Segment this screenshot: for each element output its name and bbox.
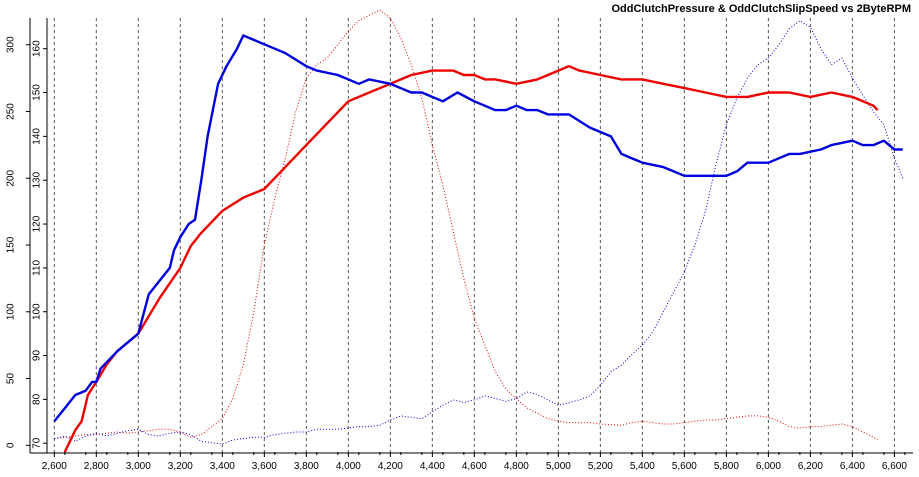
- x-tick-label: 4,800: [504, 461, 529, 472]
- chart-title: OddClutchPressure & OddClutchSlipSpeed v…: [611, 3, 911, 15]
- y-left-tick-label: 150: [6, 236, 17, 253]
- x-tick-label: 4,200: [378, 461, 403, 472]
- x-tick-label: 5,200: [588, 461, 613, 472]
- y-right-tick-label: 160: [32, 40, 43, 57]
- y-right-tick-label: 130: [32, 171, 43, 188]
- series-layer: [53, 9, 904, 453]
- x-tick-label: 2,800: [84, 461, 109, 472]
- x-tick-label: 2,600: [42, 461, 67, 472]
- x-tick-label: 3,000: [126, 461, 151, 472]
- y-left-tick-label: 200: [6, 169, 17, 186]
- series-line-red-dotted: [54, 9, 878, 441]
- y-right-tick-label: 70: [32, 437, 43, 449]
- x-tick-label: 3,400: [210, 461, 235, 472]
- y-left-tick-label: 300: [6, 36, 17, 53]
- x-tick-label: 5,400: [630, 461, 655, 472]
- y-right-tick-label: 100: [32, 303, 43, 320]
- x-tick-label: 6,600: [882, 461, 907, 472]
- x-tick-label: 3,600: [252, 461, 277, 472]
- x-tick-label: 5,800: [714, 461, 739, 472]
- x-tick-label: 3,800: [294, 461, 319, 472]
- y-right-tick-label: 90: [32, 350, 43, 362]
- x-tick-label: 3,200: [168, 461, 193, 472]
- x-tick-label: 4,600: [462, 461, 487, 472]
- y-left-tick-label: 250: [6, 103, 17, 120]
- y-left-tick-label: 0: [6, 442, 17, 448]
- x-tick-label: 6,000: [756, 461, 781, 472]
- y-right-tick-label: 110: [32, 259, 43, 275]
- x-tick-label: 4,400: [420, 461, 445, 472]
- axis-layer: 2,600 2,800 3,000 3,200 3,400 3,600 3,800 4,000…: [6, 18, 913, 472]
- x-tick-label: 4,000: [336, 461, 361, 472]
- x-tick-label: 5,600: [672, 461, 697, 472]
- series-line-blue-solid: [53, 34, 903, 423]
- y-right-tick-label: 140: [32, 128, 43, 145]
- y-right-tick-label: 120: [32, 215, 43, 232]
- x-tick-label: 6,200: [798, 461, 823, 472]
- y-left-tick-label: 50: [6, 373, 17, 385]
- series-line-red-solid: [63, 64, 879, 453]
- x-tick-label: 6,400: [840, 461, 865, 472]
- y-right-tick-label: 150: [32, 84, 43, 101]
- y-right-tick-label: 80: [32, 393, 43, 405]
- x-tick-label: 5,000: [546, 461, 571, 472]
- y-left-tick-label: 100: [6, 303, 17, 320]
- series-line-blue-dotted: [54, 20, 904, 445]
